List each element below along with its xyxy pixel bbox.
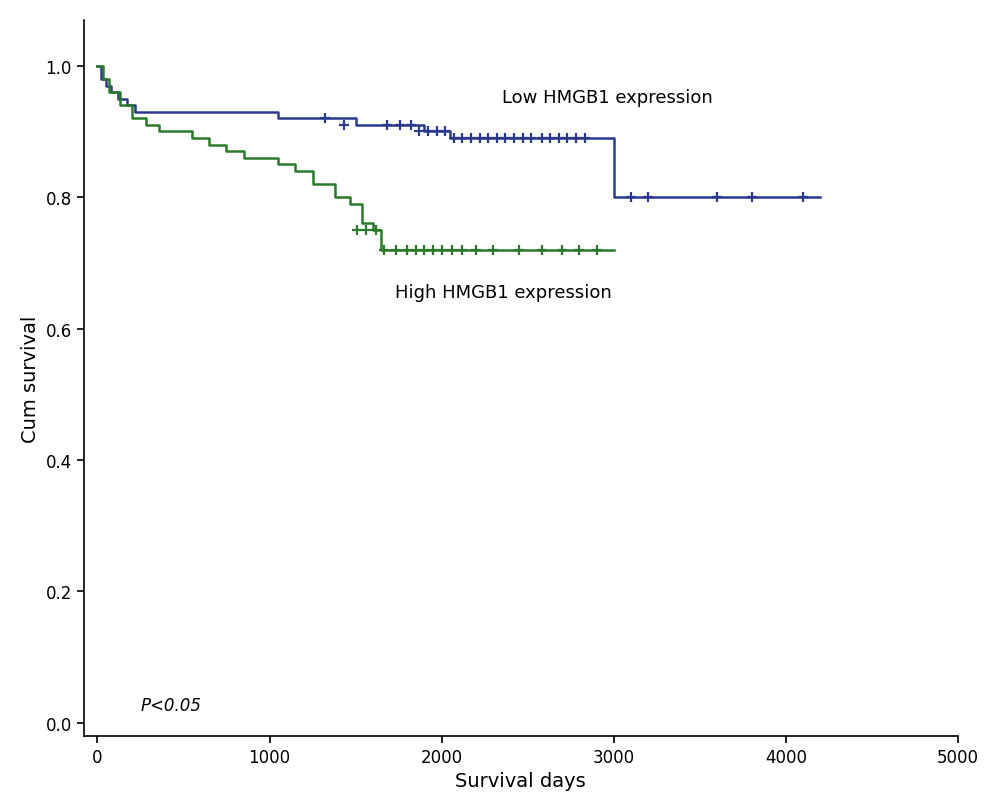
X-axis label: Survival days: Survival days — [455, 771, 586, 790]
Text: Low HMGB1 expression: Low HMGB1 expression — [502, 89, 713, 107]
Text: High HMGB1 expression: High HMGB1 expression — [395, 284, 612, 302]
Y-axis label: Cum survival: Cum survival — [21, 315, 40, 442]
Text: P<0.05: P<0.05 — [140, 697, 201, 714]
